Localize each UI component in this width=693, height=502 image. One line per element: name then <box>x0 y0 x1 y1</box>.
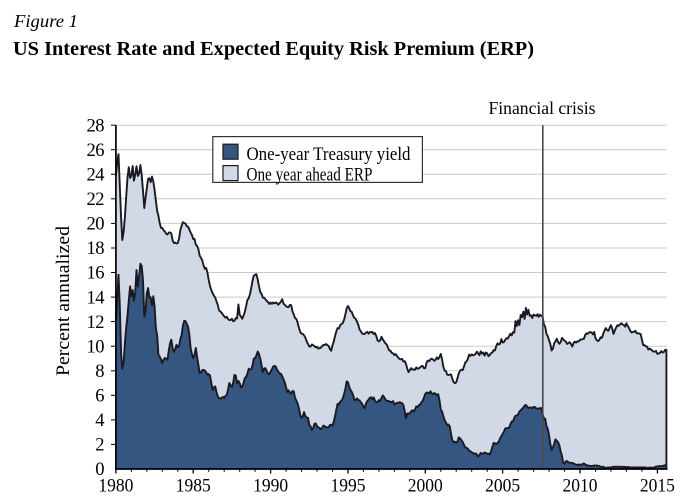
svg-text:Financial crisis: Financial crisis <box>489 98 596 118</box>
svg-text:10: 10 <box>87 337 105 357</box>
svg-text:12: 12 <box>87 313 105 333</box>
svg-text:Figure 1: Figure 1 <box>13 11 78 31</box>
svg-text:2: 2 <box>95 436 104 456</box>
svg-text:18: 18 <box>87 239 105 259</box>
svg-text:US Interest Rate and Expected: US Interest Rate and Expected Equity Ris… <box>13 38 534 60</box>
svg-text:1980: 1980 <box>98 477 133 497</box>
svg-text:8: 8 <box>95 362 104 382</box>
svg-text:26: 26 <box>87 141 105 161</box>
svg-text:Percent annualized: Percent annualized <box>53 225 74 376</box>
svg-text:1990: 1990 <box>253 477 288 497</box>
svg-text:24: 24 <box>87 166 105 186</box>
svg-text:2010: 2010 <box>563 477 598 497</box>
svg-text:2015: 2015 <box>640 477 675 497</box>
svg-text:14: 14 <box>87 288 105 308</box>
svg-text:4: 4 <box>95 411 104 431</box>
svg-text:One year ahead ERP: One year ahead ERP <box>247 165 373 186</box>
svg-text:One-year Treasury yield: One-year Treasury yield <box>247 144 411 165</box>
svg-text:0: 0 <box>95 460 104 480</box>
svg-text:20: 20 <box>87 215 105 235</box>
svg-text:22: 22 <box>87 190 105 210</box>
svg-text:2000: 2000 <box>408 477 443 497</box>
svg-text:1995: 1995 <box>331 477 366 497</box>
svg-text:6: 6 <box>95 387 104 407</box>
svg-text:1985: 1985 <box>176 477 211 497</box>
svg-text:2005: 2005 <box>485 477 520 497</box>
svg-text:16: 16 <box>87 264 105 284</box>
svg-text:28: 28 <box>87 116 105 136</box>
